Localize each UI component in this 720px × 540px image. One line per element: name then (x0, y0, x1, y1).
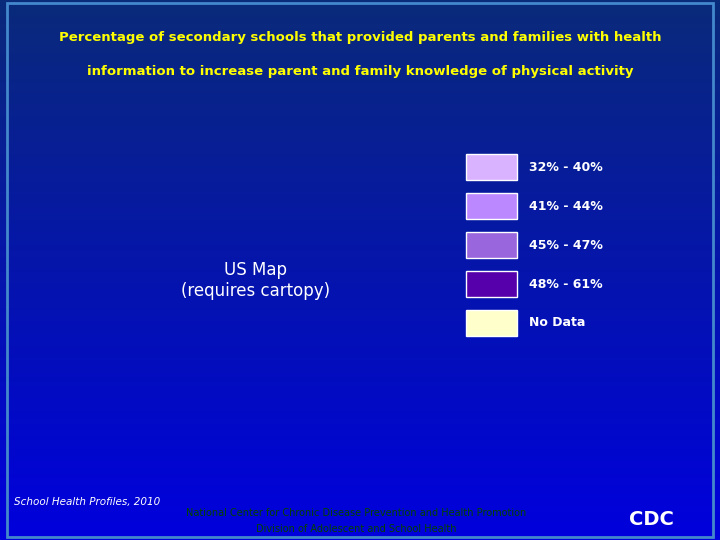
Text: National Center for Chronic Disease Prevention and Health Promotion: National Center for Chronic Disease Prev… (186, 508, 526, 518)
Text: 41% - 44%: 41% - 44% (529, 200, 603, 213)
FancyBboxPatch shape (467, 154, 517, 180)
FancyBboxPatch shape (467, 310, 517, 336)
Text: 32% - 40%: 32% - 40% (529, 161, 603, 174)
FancyBboxPatch shape (467, 232, 517, 258)
Text: School Health Profiles, 2010: School Health Profiles, 2010 (14, 497, 161, 507)
FancyBboxPatch shape (467, 271, 517, 297)
Text: 45% - 47%: 45% - 47% (529, 239, 603, 252)
Text: No Data: No Data (529, 316, 585, 329)
Text: Percentage of secondary schools that provided parents and families with health: Percentage of secondary schools that pro… (59, 31, 661, 44)
Text: Division of Adolescent and School Health: Division of Adolescent and School Health (256, 523, 456, 534)
Text: CDC: CDC (629, 510, 674, 529)
FancyBboxPatch shape (467, 193, 517, 219)
Text: 48% - 61%: 48% - 61% (529, 278, 603, 291)
Text: information to increase parent and family knowledge of physical activity: information to increase parent and famil… (86, 65, 634, 78)
Text: US Map
(requires cartopy): US Map (requires cartopy) (181, 261, 330, 300)
